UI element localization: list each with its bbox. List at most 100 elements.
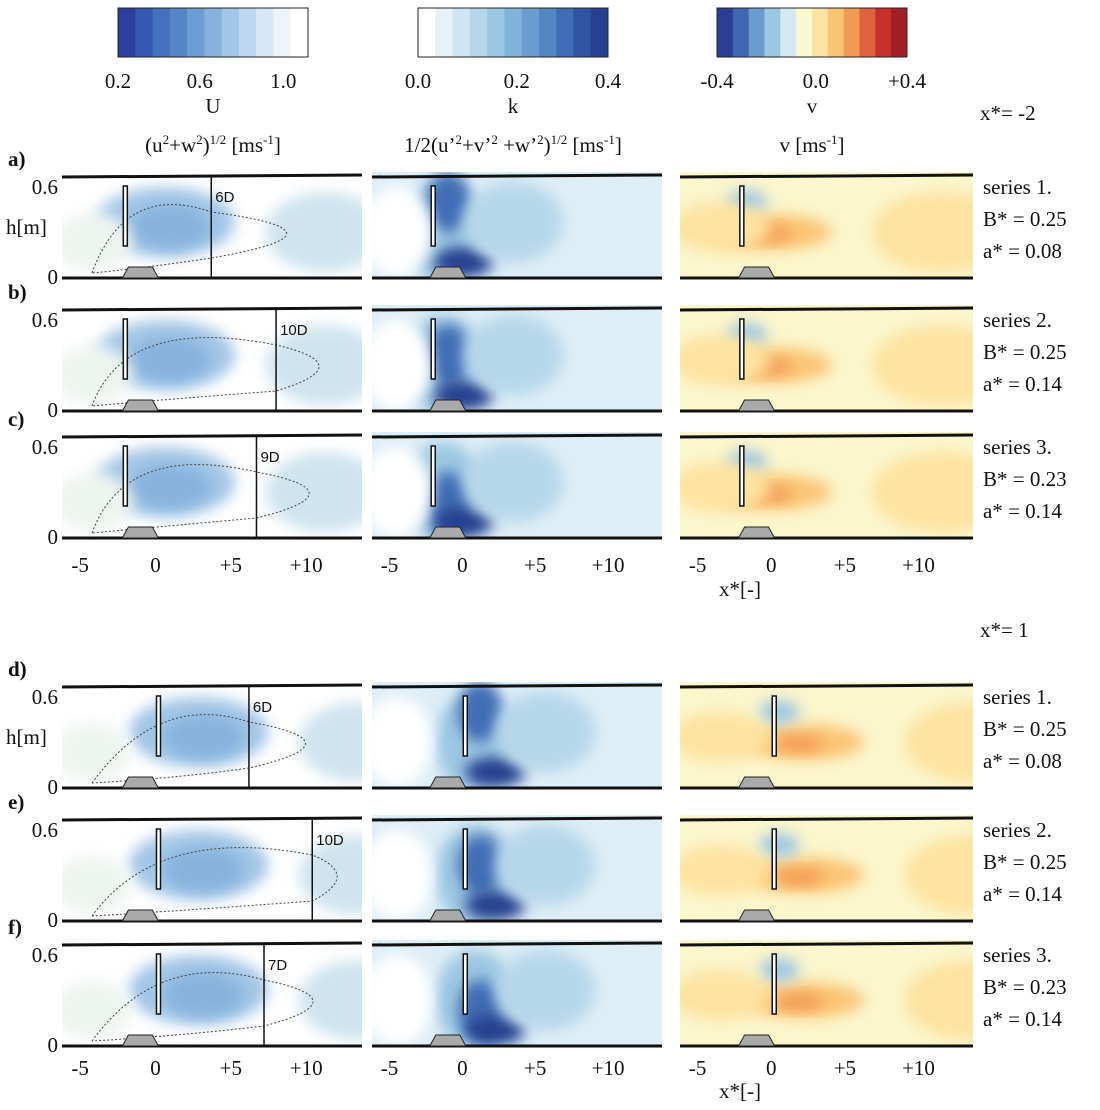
water-surface [61,173,363,179]
field [680,432,973,538]
contour-blob [871,452,973,532]
series-info: a* = 0.14 [983,499,1062,523]
water-surface [371,433,663,439]
colorbar-step [732,8,750,57]
colorbar-tick: 0.2 [504,69,530,93]
y-tick: 0.6 [32,685,58,709]
colorbar-frame [117,7,309,58]
series-info: a* = 0.14 [983,1007,1062,1031]
obstacle [737,776,776,789]
colorbar-unit: (u2+w2)1/2 [ms-1] [145,132,281,157]
contour-blob [130,465,211,509]
contour-blob [372,187,432,277]
contour-blob [680,712,770,762]
field [372,682,662,788]
water-surface [61,941,363,947]
panel-letter: a) [8,147,26,171]
panel-letter: b) [8,280,27,304]
x-tick: 0 [457,1056,468,1080]
contour-blob [426,325,471,385]
water-surface [679,306,974,312]
unit-part: [ms [226,133,263,157]
colorbar-step [521,8,540,57]
y-tick: 0 [48,1033,59,1057]
contour-blob [163,715,244,759]
pile [155,695,162,757]
obstacle [428,526,467,539]
colorbar-step [748,8,765,57]
colorbar-step [859,8,876,57]
field [62,815,362,921]
x-label: x*[-] [719,1079,761,1103]
y-tick: 0.6 [32,818,58,842]
contour-blob [465,890,526,920]
colorbar-step [290,8,309,57]
obstacle [121,266,160,279]
wake-contour [91,714,306,784]
water-surface [61,306,363,312]
series-info: series 3. [983,943,1052,967]
x-tick: +10 [290,1056,323,1080]
y-tick: 0 [48,525,59,549]
contour-blob [130,338,211,382]
panel [371,305,663,413]
series-info: a* = 0.08 [983,749,1062,773]
colorbar-unit: 1/2(u’2+v’2 +w’2)1/2 [ms-1] [404,132,622,157]
unit-part: ) [203,133,210,157]
series-info: B* = 0.23 [983,467,1067,491]
colorbar-step [812,8,829,57]
panel: 6D [61,682,363,790]
y-label: h[m] [6,215,47,239]
x-tick: 0 [150,1056,161,1080]
contour-blob [904,835,973,915]
pile [462,953,469,1015]
x-tick: +5 [220,1056,242,1080]
series-info: a* = 0.08 [983,239,1062,263]
contour-blob [265,192,362,272]
colorbar-step [487,8,505,57]
obstacle [121,399,160,412]
x-tick: 0 [150,553,161,577]
contour-blob [759,958,800,982]
contour-blob [298,960,362,1040]
field [372,815,662,921]
colorbar-step [238,8,257,57]
pile [430,445,436,507]
contour-blob [372,955,432,1045]
x-tick: -5 [689,553,707,577]
x-tick: +5 [220,553,242,577]
contour-blob [463,182,564,262]
colorbar-frame [417,7,609,58]
colorbar-step [435,8,454,57]
y-tick: 0.6 [32,308,58,332]
contour-blob [163,848,244,892]
wake-length: 6D [253,699,272,716]
unit-part: -1 [827,132,838,147]
unit-part: ] [274,133,281,157]
pile [739,185,745,247]
pile [771,953,777,1015]
panel [679,305,974,413]
x-tick: +10 [592,553,625,577]
contour-blob [372,320,432,410]
field [372,172,662,278]
field [62,940,362,1046]
x-tick: -5 [689,1056,707,1080]
x-tick: +10 [592,1056,625,1080]
series-info: series 1. [983,175,1052,199]
field [62,682,362,788]
colorbar-step [590,8,609,57]
unit-part: ) [544,133,551,157]
series-info: B* = 0.25 [983,717,1067,741]
obstacle [737,266,776,279]
contour-blob [265,452,362,532]
contour-blob [774,869,825,885]
unit-part: 1/2 [210,132,227,147]
unit-part: v [ms [779,133,826,157]
panel [371,682,663,790]
colorbar-tick: +0.4 [888,69,927,93]
water-surface [61,433,363,439]
colorbar-frame [716,7,908,58]
colorbar-step [187,8,205,57]
panel: 7D [61,940,363,1048]
